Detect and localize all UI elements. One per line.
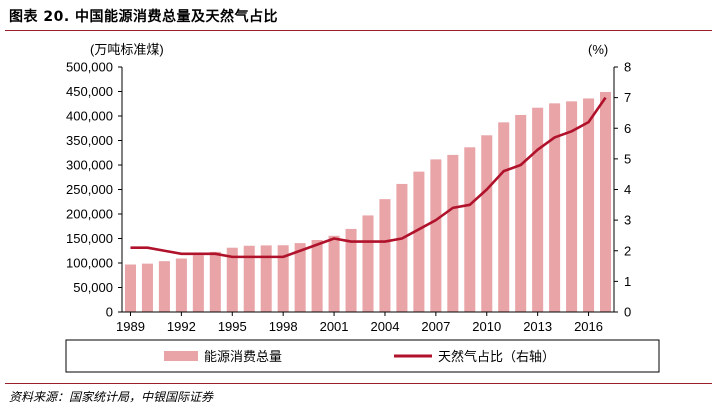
source-note: 资料来源：国家统计局，中银国际证券 <box>9 390 214 404</box>
chart-area: 0 50,000 100,000 150,000 200,000 250,000 300,0… <box>65 42 660 373</box>
x-tick-label: 2016 <box>574 319 603 334</box>
right-tick-label: 0 <box>624 305 631 320</box>
x-tick-label: 1989 <box>116 319 145 334</box>
left-tick-label: 50,000 <box>73 280 113 295</box>
left-tick-label: 200,000 <box>66 207 113 222</box>
legend-box <box>65 339 660 373</box>
bar-1992 <box>175 258 187 312</box>
bar-1990 <box>141 263 153 312</box>
left-tick-label: 150,000 <box>66 231 113 246</box>
left-tick-label: 500,000 <box>66 60 113 75</box>
bar-2002 <box>345 228 357 312</box>
bar-2016 <box>583 98 595 312</box>
x-tick-label: 2013 <box>523 319 552 334</box>
left-tick-label: 0 <box>106 305 113 320</box>
bar-2001 <box>328 235 340 312</box>
x-tick-label: 1998 <box>269 319 298 334</box>
right-tick-label: 1 <box>624 274 631 289</box>
right-tick-label: 6 <box>624 121 631 136</box>
left-tick-label: 100,000 <box>66 256 113 271</box>
right-tick-label: 4 <box>624 182 631 197</box>
left-tick-label: 250,000 <box>66 182 113 197</box>
bar-2009 <box>464 147 476 312</box>
bar-1989 <box>124 264 136 312</box>
title-divider <box>5 30 712 31</box>
x-tick-label: 1995 <box>218 319 247 334</box>
left-tick-label: 300,000 <box>66 158 113 173</box>
right-tick-label: 7 <box>624 90 631 105</box>
bar-2017 <box>600 91 612 313</box>
source-divider <box>5 383 712 384</box>
x-tick-label: 2010 <box>472 319 501 334</box>
bar-1998 <box>277 245 289 312</box>
x-tick-label: 2001 <box>320 319 349 334</box>
chart-title: 图表 20. 中国能源消费总量及天然气占比 <box>9 9 279 25</box>
x-tick-label: 2007 <box>421 319 450 334</box>
bar-2003 <box>362 215 374 312</box>
bar-2015 <box>566 101 578 312</box>
bar-2013 <box>532 107 544 313</box>
bar-2014 <box>549 103 561 312</box>
right-axis-title: (%) <box>588 42 608 57</box>
right-tick-label: 5 <box>624 151 631 166</box>
natural-gas-share-line <box>130 96 607 259</box>
left-tick-label: 350,000 <box>66 133 113 148</box>
legend-swatch-bar <box>164 351 198 361</box>
left-tick-label: 450,000 <box>66 84 113 99</box>
bar-2008 <box>447 154 459 312</box>
right-tick-label: 2 <box>624 243 631 258</box>
bar-1991 <box>158 261 170 312</box>
bar-2006 <box>413 171 425 312</box>
bar-1999 <box>294 243 306 312</box>
bar-2000 <box>311 239 323 312</box>
bar-1996 <box>243 245 255 312</box>
left-axis-title: (万吨标准煤) <box>90 42 164 57</box>
right-tick-label: 3 <box>624 213 631 228</box>
bar-1994 <box>209 251 221 312</box>
bar-1995 <box>226 247 238 312</box>
x-tick-label: 1992 <box>167 319 196 334</box>
right-tick-label: 8 <box>624 60 631 75</box>
bar-2005 <box>396 183 408 312</box>
bar-2012 <box>515 114 527 312</box>
legend-label-line: 天然气占比（右轴） <box>438 349 555 364</box>
legend-label-bar: 能源消费总量 <box>204 349 282 364</box>
bar-1997 <box>260 245 272 312</box>
bar-1993 <box>192 255 204 312</box>
bar-2011 <box>498 122 510 312</box>
bar-2004 <box>379 199 391 312</box>
bar-2007 <box>430 159 442 312</box>
x-tick-label: 2004 <box>371 319 400 334</box>
bar-2010 <box>481 135 493 312</box>
left-tick-label: 400,000 <box>66 109 113 124</box>
